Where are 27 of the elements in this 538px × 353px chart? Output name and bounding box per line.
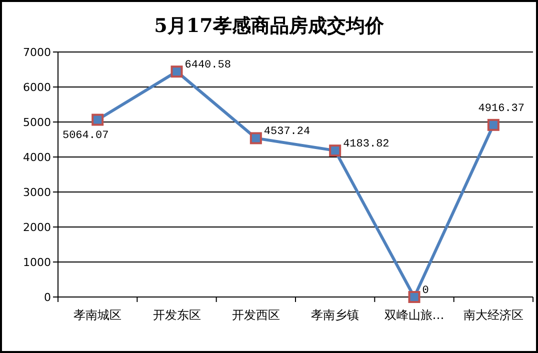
y-tick-label: 2000 bbox=[23, 221, 51, 234]
y-tick-label: 5000 bbox=[23, 116, 51, 129]
data-label: 0 bbox=[422, 285, 429, 297]
y-tick-label: 4000 bbox=[23, 151, 51, 164]
y-tick-label: 1000 bbox=[23, 256, 51, 269]
chart-title: 5月17孝感商品房成交均价 bbox=[154, 15, 385, 37]
data-label: 6440.58 bbox=[184, 60, 231, 72]
point bbox=[250, 132, 262, 144]
point bbox=[408, 291, 420, 303]
x-tick-label: 开发东区 bbox=[152, 308, 201, 322]
y-tick-label: 6000 bbox=[23, 81, 51, 94]
data-label: 4183.82 bbox=[343, 138, 390, 151]
data-label: 4916.37 bbox=[478, 102, 525, 115]
x-tick-label: 双峰山旅… bbox=[384, 308, 444, 322]
point bbox=[92, 114, 104, 126]
point bbox=[329, 144, 342, 157]
point bbox=[487, 118, 500, 131]
y-tick-label: 7000 bbox=[23, 46, 51, 59]
data-label: 5064.07 bbox=[62, 130, 109, 142]
x-tick-label: 开发西区 bbox=[232, 308, 280, 322]
x-tick-label: 孝南城区 bbox=[74, 308, 122, 322]
x-tick-label: 南大经济区 bbox=[463, 308, 524, 322]
x-tick-label: 孝南乡镇 bbox=[311, 308, 360, 322]
data-label: 4537.24 bbox=[264, 126, 311, 138]
y-tick-label: 3000 bbox=[23, 186, 51, 199]
point bbox=[170, 66, 183, 78]
y-tick-label: 0 bbox=[44, 291, 51, 304]
